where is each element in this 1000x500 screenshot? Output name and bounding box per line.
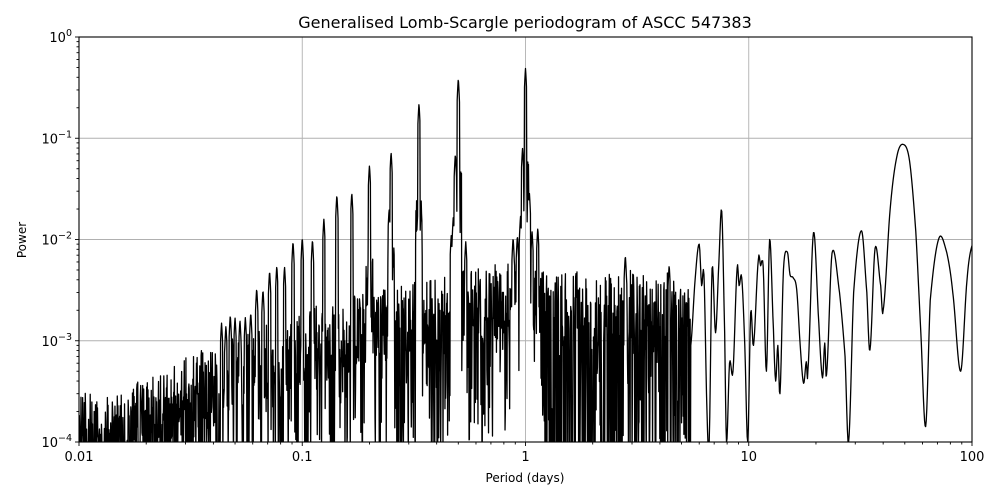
y-tick-exponent: −4	[58, 433, 72, 444]
y-tick-base: 10	[41, 436, 58, 451]
x-axis-ticks: 0.01 0.1 1 10 100	[65, 442, 985, 465]
y-tick-exponent: −1	[58, 129, 72, 140]
chart-title: Generalised Lomb-Scargle periodogram of …	[298, 13, 752, 32]
x-tick-label: 100	[960, 450, 985, 465]
y-axis-label: Power	[15, 222, 29, 258]
y-tick-label: 100	[49, 28, 72, 46]
x-tick-label: 10	[740, 450, 757, 465]
y-tick-base: 10	[41, 132, 58, 147]
y-tick-exponent: 0	[66, 28, 72, 39]
y-tick-label: 10−3	[41, 332, 72, 350]
x-tick-label: 0.1	[292, 450, 313, 465]
grid-lines	[79, 37, 972, 442]
x-axis-label: Period (days)	[486, 471, 565, 485]
y-tick-base: 10	[41, 234, 58, 249]
y-tick-exponent: −3	[58, 332, 72, 343]
x-tick-label: 0.01	[65, 450, 94, 465]
y-tick-exponent: −2	[58, 231, 72, 242]
y-tick-label: 10−4	[41, 433, 72, 451]
y-tick-label: 10−2	[41, 231, 72, 249]
y-tick-label: 10−1	[41, 129, 72, 147]
y-tick-base: 10	[49, 31, 66, 46]
x-tick-label: 1	[521, 450, 529, 465]
periodogram-line	[79, 67, 972, 442]
y-tick-base: 10	[41, 335, 58, 350]
